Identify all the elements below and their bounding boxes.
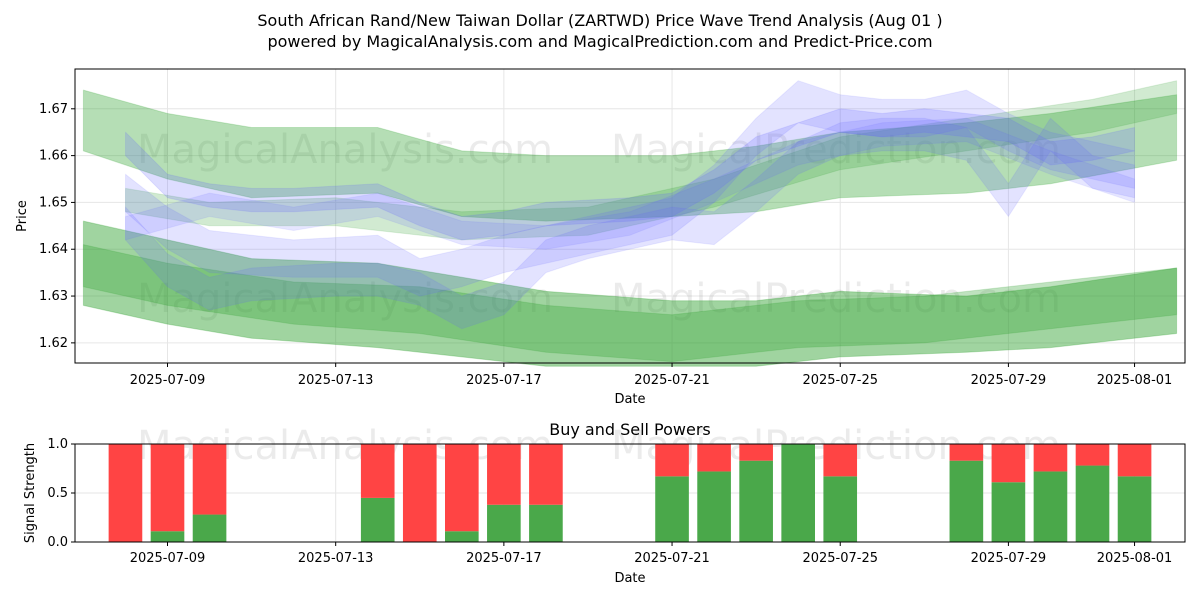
price-y-ticks: 1.62 1.63 1.64 1.65 1.66 1.67 <box>39 102 75 351</box>
sell-bar <box>1033 444 1068 472</box>
buy-bar <box>697 471 731 542</box>
price-x-tick-label: 2025-08-01 <box>1097 373 1173 388</box>
sell-bar <box>192 444 227 515</box>
price-x-tick-label: 2025-07-29 <box>971 373 1047 388</box>
sell-bar <box>655 444 689 477</box>
watermark-top-right: MagicalPrediction.com <box>611 127 1061 173</box>
buy-bar <box>1075 465 1110 542</box>
price-x-tick-label: 2025-07-17 <box>466 373 542 388</box>
power-x-tick-label: 2025-07-29 <box>971 551 1047 566</box>
band-blue-wave-4 <box>125 117 1135 250</box>
price-x-tick-label: 2025-07-21 <box>634 373 710 388</box>
price-plot-watermarks: MagicalAnalysis.com MagicalPrediction.co… <box>137 127 1061 322</box>
sell-bar <box>991 444 1026 483</box>
price-y-tick-label: 1.67 <box>39 102 68 117</box>
band-blue-wave-3 <box>125 117 1135 330</box>
power-y-tick-label: 0.5 <box>47 486 68 501</box>
buy-sell-bars <box>108 444 1152 542</box>
price-y-tick-label: 1.63 <box>39 289 68 304</box>
buy-bar <box>823 476 858 542</box>
buy-bar <box>192 514 227 542</box>
watermark-mid-left: MagicalAnalysis.com <box>137 276 553 322</box>
buy-bar <box>1117 476 1152 542</box>
band-green-lower-wave <box>82 220 1178 367</box>
power-x-tick-label: 2025-07-21 <box>634 551 710 566</box>
band-blue-wave-1 <box>125 108 1135 241</box>
sell-bar <box>360 444 395 498</box>
buy-sell-power-plot: Buy and Sell Powers MagicalAnalysis.com … <box>23 420 1186 586</box>
buy-bar <box>781 444 815 542</box>
sell-bar <box>108 444 143 542</box>
sell-bar <box>402 444 437 542</box>
watermark-mid-right: MagicalPrediction.com <box>611 276 1061 322</box>
band-green-upper-wave <box>82 89 1178 222</box>
power-y-axis-label: Signal Strength <box>23 443 38 543</box>
price-x-tick-label: 2025-07-13 <box>298 373 374 388</box>
sell-bar <box>1075 444 1110 466</box>
band-green-upper-wave-2 <box>125 80 1178 241</box>
price-y-tick-label: 1.65 <box>39 195 68 210</box>
sell-bar <box>1117 444 1152 477</box>
power-y-ticks: 0.0 0.5 1.0 <box>47 437 75 550</box>
buy-bar <box>529 504 563 542</box>
chart-title: South African Rand/New Taiwan Dollar (ZA… <box>257 11 942 30</box>
power-x-tick-label: 2025-07-13 <box>298 551 374 566</box>
band-blue-wave-2 <box>125 80 1135 297</box>
price-x-ticks: 2025-07-09 2025-07-13 2025-07-17 2025-07-21… <box>130 363 1173 388</box>
sell-bar <box>949 444 984 461</box>
sell-bar <box>823 444 858 477</box>
buy-bar <box>487 504 521 542</box>
buy-bar <box>739 460 773 542</box>
price-y-axis-label: Price <box>15 200 30 232</box>
price-y-tick-label: 1.66 <box>39 149 68 164</box>
price-plot-frame <box>74 68 1186 364</box>
sell-bar <box>150 444 185 532</box>
buy-bar <box>150 531 185 542</box>
buy-bar <box>1033 471 1068 542</box>
power-plot-title: Buy and Sell Powers <box>549 420 711 439</box>
price-x-tick-label: 2025-07-09 <box>130 373 206 388</box>
power-x-tick-label: 2025-07-25 <box>802 551 878 566</box>
power-x-ticks: 2025-07-09 2025-07-13 2025-07-17 2025-07-21… <box>130 542 1173 566</box>
power-x-axis-label: Date <box>614 571 645 586</box>
price-wave-bands <box>82 80 1178 367</box>
price-plot-grid <box>75 69 1185 363</box>
price-y-tick-label: 1.62 <box>39 336 68 351</box>
power-x-tick-label: 2025-08-01 <box>1097 551 1173 566</box>
sell-bar <box>739 444 773 461</box>
buy-bar <box>655 476 689 542</box>
power-y-tick-label: 1.0 <box>47 437 68 452</box>
price-x-axis-label: Date <box>614 392 645 407</box>
watermark-top-left: MagicalAnalysis.com <box>137 127 553 173</box>
buy-bar <box>445 531 479 542</box>
price-y-tick-label: 1.64 <box>39 242 68 257</box>
sell-bar <box>529 444 563 505</box>
power-x-tick-label: 2025-07-17 <box>466 551 542 566</box>
price-wave-plot: MagicalAnalysis.com MagicalPrediction.co… <box>15 68 1186 407</box>
band-green-lower-wave-2 <box>82 244 1178 363</box>
sell-bar <box>445 444 479 532</box>
price-plot-background <box>75 69 1185 363</box>
chart-subtitle: powered by MagicalAnalysis.com and Magic… <box>267 32 932 51</box>
price-x-tick-label: 2025-07-25 <box>802 373 878 388</box>
power-x-tick-label: 2025-07-09 <box>130 551 206 566</box>
power-y-tick-label: 0.0 <box>47 535 68 550</box>
sell-bar <box>697 444 731 472</box>
sell-bar <box>487 444 521 505</box>
buy-bar <box>949 460 984 542</box>
buy-bar <box>991 482 1026 542</box>
buy-bar <box>360 497 395 542</box>
